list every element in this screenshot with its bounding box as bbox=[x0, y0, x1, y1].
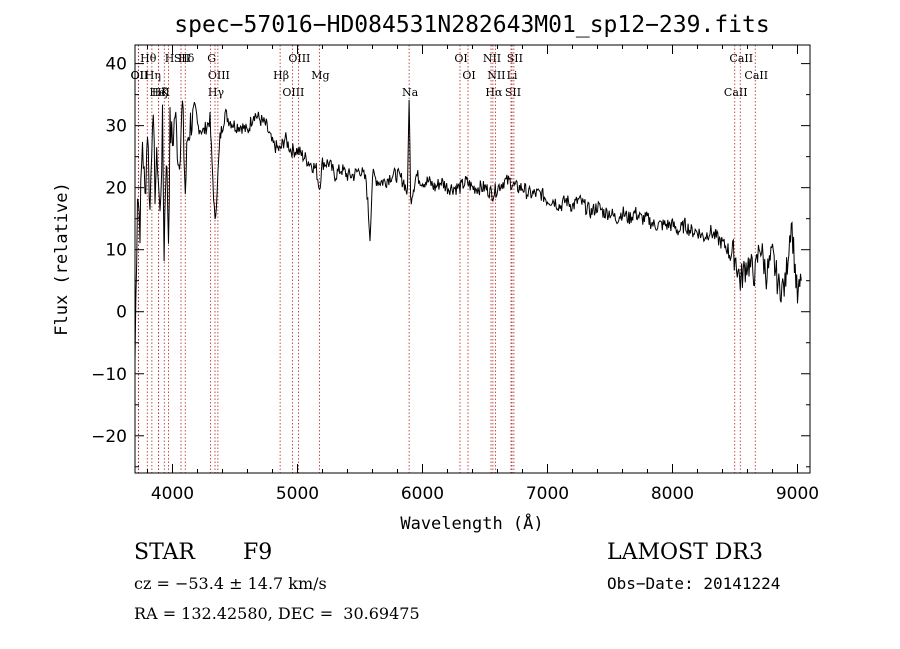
line-label-5: HeI bbox=[149, 86, 169, 99]
y-tick-label: 10 bbox=[105, 241, 127, 261]
y-tick-label: 0 bbox=[116, 303, 127, 323]
y-tick-label: −20 bbox=[91, 427, 127, 447]
x-tick-label: 5000 bbox=[276, 484, 319, 504]
survey-name: LAMOST DR3 bbox=[607, 540, 763, 565]
line-label-0: Hθ bbox=[140, 52, 157, 65]
observation-date: Obs−Date: 20141224 bbox=[607, 574, 781, 593]
line-label-10: OIII bbox=[208, 69, 230, 82]
line-label-15: OIII bbox=[288, 52, 310, 65]
line-label-12: G bbox=[207, 52, 216, 65]
line-label-1: Hη bbox=[145, 69, 161, 82]
line-label-28: CaII bbox=[744, 69, 768, 82]
line-label-13: Hβ bbox=[273, 69, 289, 82]
line-label-8: Hζ bbox=[152, 86, 168, 99]
x-tick-label: 6000 bbox=[401, 484, 444, 504]
plot-frame bbox=[134, 44, 811, 474]
flux-series-line bbox=[134, 99, 802, 362]
line-label-14: OIII bbox=[282, 86, 304, 99]
coordinates: RA = 132.42580, DEC = 30.69475 bbox=[134, 604, 420, 623]
y-tick-label: 30 bbox=[105, 117, 127, 137]
line-label-27: CaII bbox=[729, 52, 753, 65]
x-tick-label: 4000 bbox=[151, 484, 194, 504]
line-label-19: OI bbox=[462, 69, 475, 82]
line-label-18: OI bbox=[454, 52, 467, 65]
line-label-16: Mg bbox=[311, 69, 329, 82]
line-label-9: H bbox=[165, 52, 175, 65]
x-axis-label: Wavelength (Å) bbox=[400, 512, 543, 534]
x-axis: 4000 5000 6000 7000 8000 9000 bbox=[147, 45, 819, 504]
chart-title: spec−57016−HD084531N282643M01_sp12−239.f… bbox=[174, 12, 769, 38]
object-subclass: F9 bbox=[243, 540, 273, 565]
y-axis: −20 −10 0 10 20 30 40 bbox=[91, 55, 810, 468]
y-tick-label: 20 bbox=[105, 179, 127, 199]
line-label-7: OII bbox=[131, 69, 149, 82]
line-label-24: SII bbox=[507, 52, 523, 65]
x-tick-label: 9000 bbox=[776, 484, 819, 504]
redshift-value: cz = −53.4 ± 14.7 km/s bbox=[134, 574, 327, 593]
line-label-6: SII bbox=[174, 52, 190, 65]
line-label-21: NII bbox=[483, 52, 501, 65]
y-axis-label: Flux (relative) bbox=[52, 182, 72, 336]
y-tick-label: 40 bbox=[105, 55, 127, 75]
line-label-3: Hδ bbox=[178, 52, 195, 65]
object-class: STAR bbox=[134, 540, 195, 565]
line-label-26: CaII bbox=[724, 86, 748, 99]
line-label-25: Li bbox=[507, 69, 518, 82]
line-label-20: Hα bbox=[485, 86, 503, 99]
line-label-11: Hγ bbox=[208, 86, 225, 99]
y-tick-label: −10 bbox=[91, 365, 127, 385]
x-tick-label: 7000 bbox=[526, 484, 569, 504]
line-label-17: Na bbox=[402, 86, 419, 99]
x-tick-label: 8000 bbox=[651, 484, 694, 504]
line-label-2: K bbox=[161, 86, 170, 99]
line-label-22: NII bbox=[487, 69, 505, 82]
line-label-23: SII bbox=[505, 86, 521, 99]
